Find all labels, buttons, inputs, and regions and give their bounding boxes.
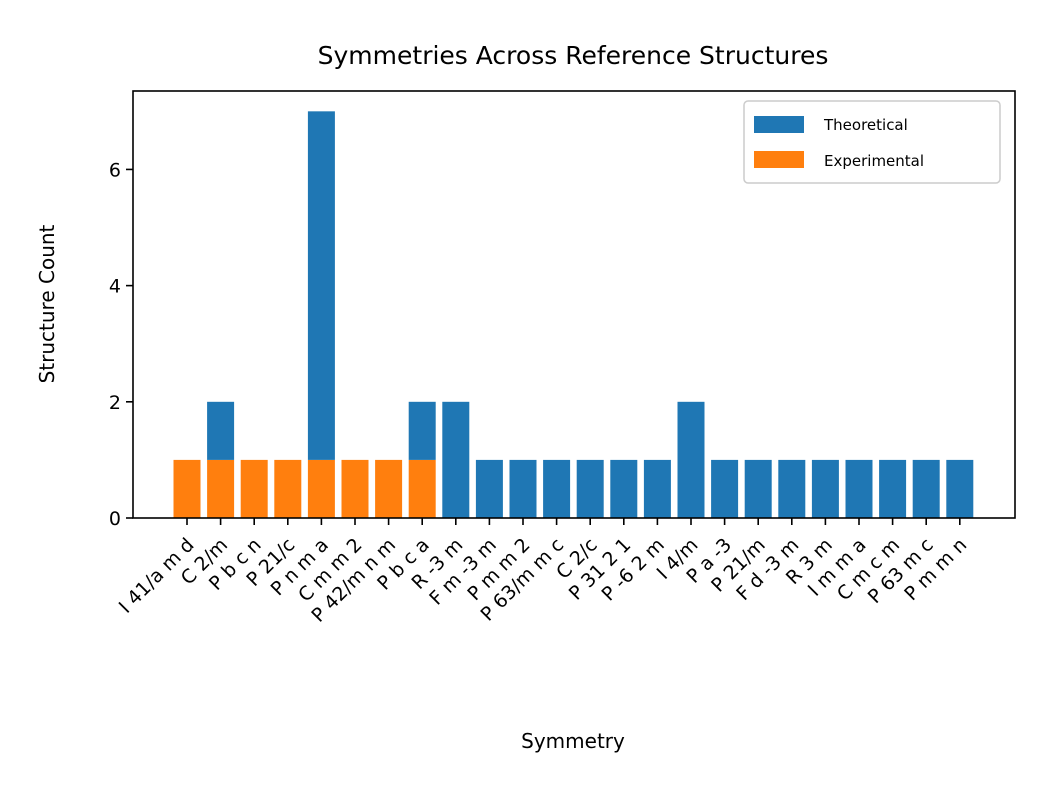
bar-theoretical-p-m-m-n bbox=[946, 459, 974, 518]
bar-theoretical-f-m-3-m bbox=[475, 459, 503, 518]
bar-experimental-c-m-m-2 bbox=[341, 459, 369, 518]
bar-theoretical-c-2-m bbox=[207, 401, 235, 460]
x-axis-label: Symmetry bbox=[521, 729, 625, 753]
y-axis: 0 2 4 6 bbox=[109, 159, 133, 530]
legend: Theoretical Experimental bbox=[743, 100, 1001, 184]
chart-title: Symmetries Across Reference Structures bbox=[318, 41, 829, 70]
bar-theoretical-p-n-m-a bbox=[307, 111, 335, 460]
legend-swatch-theoretical bbox=[754, 116, 804, 133]
bar-theoretical-c-m-c-m bbox=[879, 459, 907, 518]
bar-experimental-i-41-a-m-d bbox=[173, 459, 201, 518]
bar-experimental-p-b-c-n bbox=[240, 459, 268, 518]
legend-label-experimental: Experimental bbox=[824, 152, 924, 170]
bar-theoretical-p-63-m-c bbox=[912, 459, 940, 518]
y-axis-label: Structure Count bbox=[35, 224, 59, 383]
y-tick-label-2: 2 bbox=[109, 392, 121, 414]
bar-experimental-p-21-c bbox=[274, 459, 302, 518]
bar-theoretical-p-63-m-m-c bbox=[543, 459, 571, 518]
y-tick-label-6: 6 bbox=[109, 159, 121, 181]
bar-theoretical-p-31-2-1 bbox=[610, 459, 638, 518]
bar-experimental-c-2-m bbox=[207, 459, 235, 518]
bar-theoretical-p-m-m-2 bbox=[509, 459, 537, 518]
bar-theoretical-r-3-m bbox=[811, 459, 839, 518]
bar-experimental-p-b-c-a bbox=[408, 459, 436, 518]
y-tick-label-0: 0 bbox=[109, 508, 121, 530]
plot-frame bbox=[132, 90, 1016, 519]
legend-box bbox=[743, 100, 1001, 184]
bar-theoretical-p-a-3 bbox=[711, 459, 739, 518]
bar-theoretical-p-b-c-a bbox=[408, 401, 436, 460]
y-tick-label-4: 4 bbox=[109, 276, 121, 298]
legend-label-theoretical: Theoretical bbox=[823, 116, 908, 134]
bar-theoretical-r-3-m bbox=[442, 401, 470, 518]
bar-theoretical-c-2-c bbox=[576, 459, 604, 518]
bar-experimental-p-n-m-a bbox=[307, 459, 335, 518]
bar-theoretical-p-6-2-m bbox=[643, 459, 671, 518]
bar-experimental-p-42-m-n-m bbox=[375, 459, 403, 518]
legend-swatch-experimental bbox=[754, 151, 804, 168]
x-axis: I 41/a m dC 2/mP b c nP 21/cP n m aC m m… bbox=[115, 518, 971, 627]
bar-theoretical-f-d-3-m bbox=[778, 459, 806, 518]
bars bbox=[173, 111, 974, 518]
bar-theoretical-p-21-m bbox=[744, 459, 772, 518]
bar-theoretical-i-4-m bbox=[677, 401, 705, 518]
bar-theoretical-i-m-m-a bbox=[845, 459, 873, 518]
